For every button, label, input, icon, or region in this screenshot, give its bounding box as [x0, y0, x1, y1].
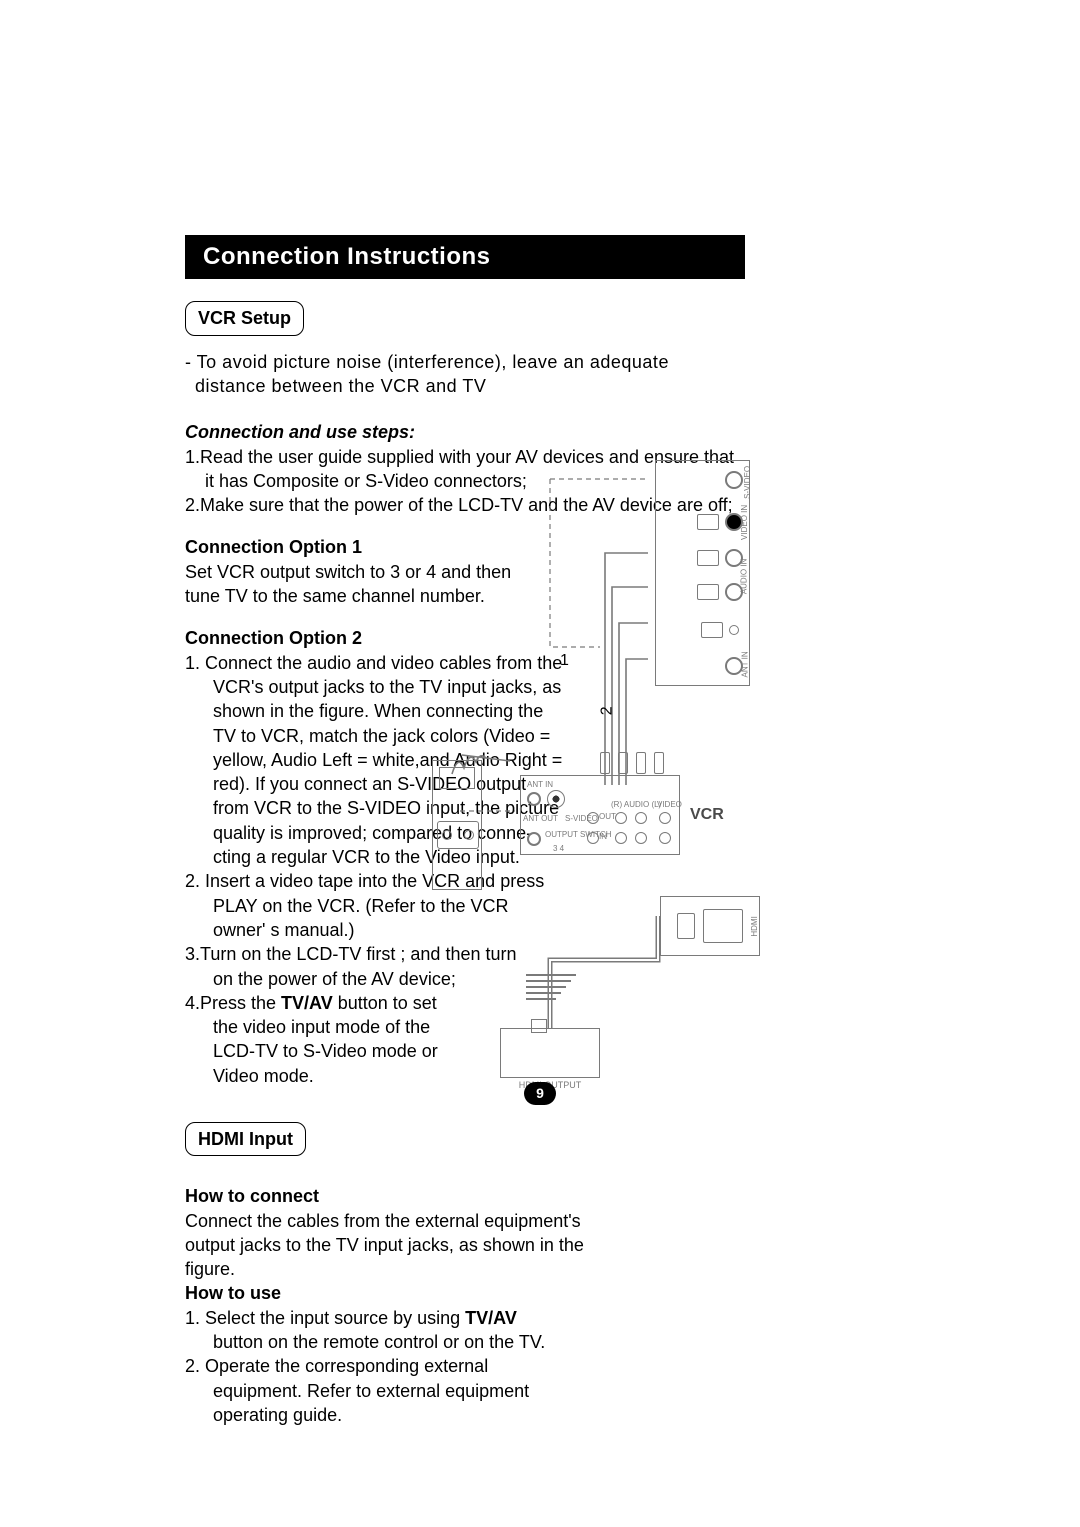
label-out: OUT	[599, 812, 616, 823]
vcr-plug-1-icon	[600, 752, 610, 774]
vcr-intro: - To avoid picture noise (interference),…	[185, 350, 745, 399]
opt2-4b: TV/AV	[281, 993, 333, 1013]
hdmi-source-box: HDMI OUTPUT	[500, 1028, 600, 1078]
opt2-step-4: 4.Press the TV/AV button to set the vide…	[185, 991, 445, 1088]
vcr-plug-row	[600, 752, 680, 778]
vcr-plug-4-icon	[654, 752, 664, 774]
steps-title: Connection and use steps:	[185, 420, 745, 444]
hdmi-src-jack-icon	[531, 1019, 547, 1033]
page-number: 9	[524, 1082, 556, 1105]
label-vcr-ant-out: ANT OUT	[523, 814, 558, 825]
diagram-num-2: 2	[597, 706, 619, 715]
antenna-squiggle-icon	[450, 748, 490, 778]
vcr-audio-l-in-icon	[635, 832, 647, 844]
vcr-audio-r-out-icon	[615, 812, 627, 824]
vcr-video-in-icon	[659, 832, 671, 844]
vcr-audio-l-out-icon	[635, 812, 647, 824]
hdmi-connector-fan-icon	[526, 970, 576, 1004]
vcr-coax-icon	[547, 790, 565, 808]
hdmi-use-1a: 1. Select the input source by using	[185, 1308, 465, 1328]
vcr-rear-panel: ANT IN ANT OUT S-VIDEO OUTPUT SWITCH 3 4…	[520, 775, 680, 855]
label-video: VIDEO	[657, 800, 682, 811]
vcr-plug-3-icon	[636, 752, 646, 774]
vcr-svideo-in-icon	[587, 832, 599, 844]
hdmi-use-1b: TV/AV	[465, 1308, 517, 1328]
opt2-step-3: 3.Turn on the LCD-TV first ; and then tu…	[185, 942, 525, 991]
hdmi-use-1: 1. Select the input source by using TV/A…	[185, 1306, 565, 1355]
label-vcr-ant-in: ANT IN	[527, 780, 553, 791]
opt2-4a: 4.Press the	[185, 993, 281, 1013]
page-header: Connection Instructions	[185, 235, 745, 279]
remote-plate	[432, 760, 482, 890]
vcr-plug-2-icon	[618, 752, 628, 774]
vcr-ant-in-jack-icon	[527, 792, 541, 806]
hdmi-port-label: HDMI	[749, 916, 760, 936]
vcr-video-out-icon	[659, 812, 671, 824]
diagram-num-1: 1	[560, 650, 569, 672]
hdmi-connect-body: Connect the cables from the external equ…	[185, 1209, 585, 1282]
hdmi-use-2: 2. Operate the corresponding external eq…	[185, 1354, 565, 1427]
vcr-device-label: VCR	[690, 804, 724, 826]
vcr-svideo-out-icon	[587, 812, 599, 824]
section-title-hdmi: HDMI Input	[185, 1122, 306, 1156]
hdmi-use-title: How to use	[185, 1281, 745, 1305]
label-in: IN	[599, 832, 607, 843]
vcr-audio-r-in-icon	[615, 832, 627, 844]
section-title-vcr: VCR Setup	[185, 301, 304, 335]
hdmi-use-1c: button on the remote control or on the T…	[213, 1332, 545, 1352]
label-34: 3 4	[553, 844, 564, 855]
cassette-icon	[437, 821, 479, 849]
hdmi-connect-title: How to connect	[185, 1184, 745, 1208]
label-r-audio-l: (R) AUDIO (L)	[611, 800, 661, 811]
page-number-wrap: 9	[0, 1080, 1080, 1105]
vcr-ant-out-jack-icon	[527, 832, 541, 846]
